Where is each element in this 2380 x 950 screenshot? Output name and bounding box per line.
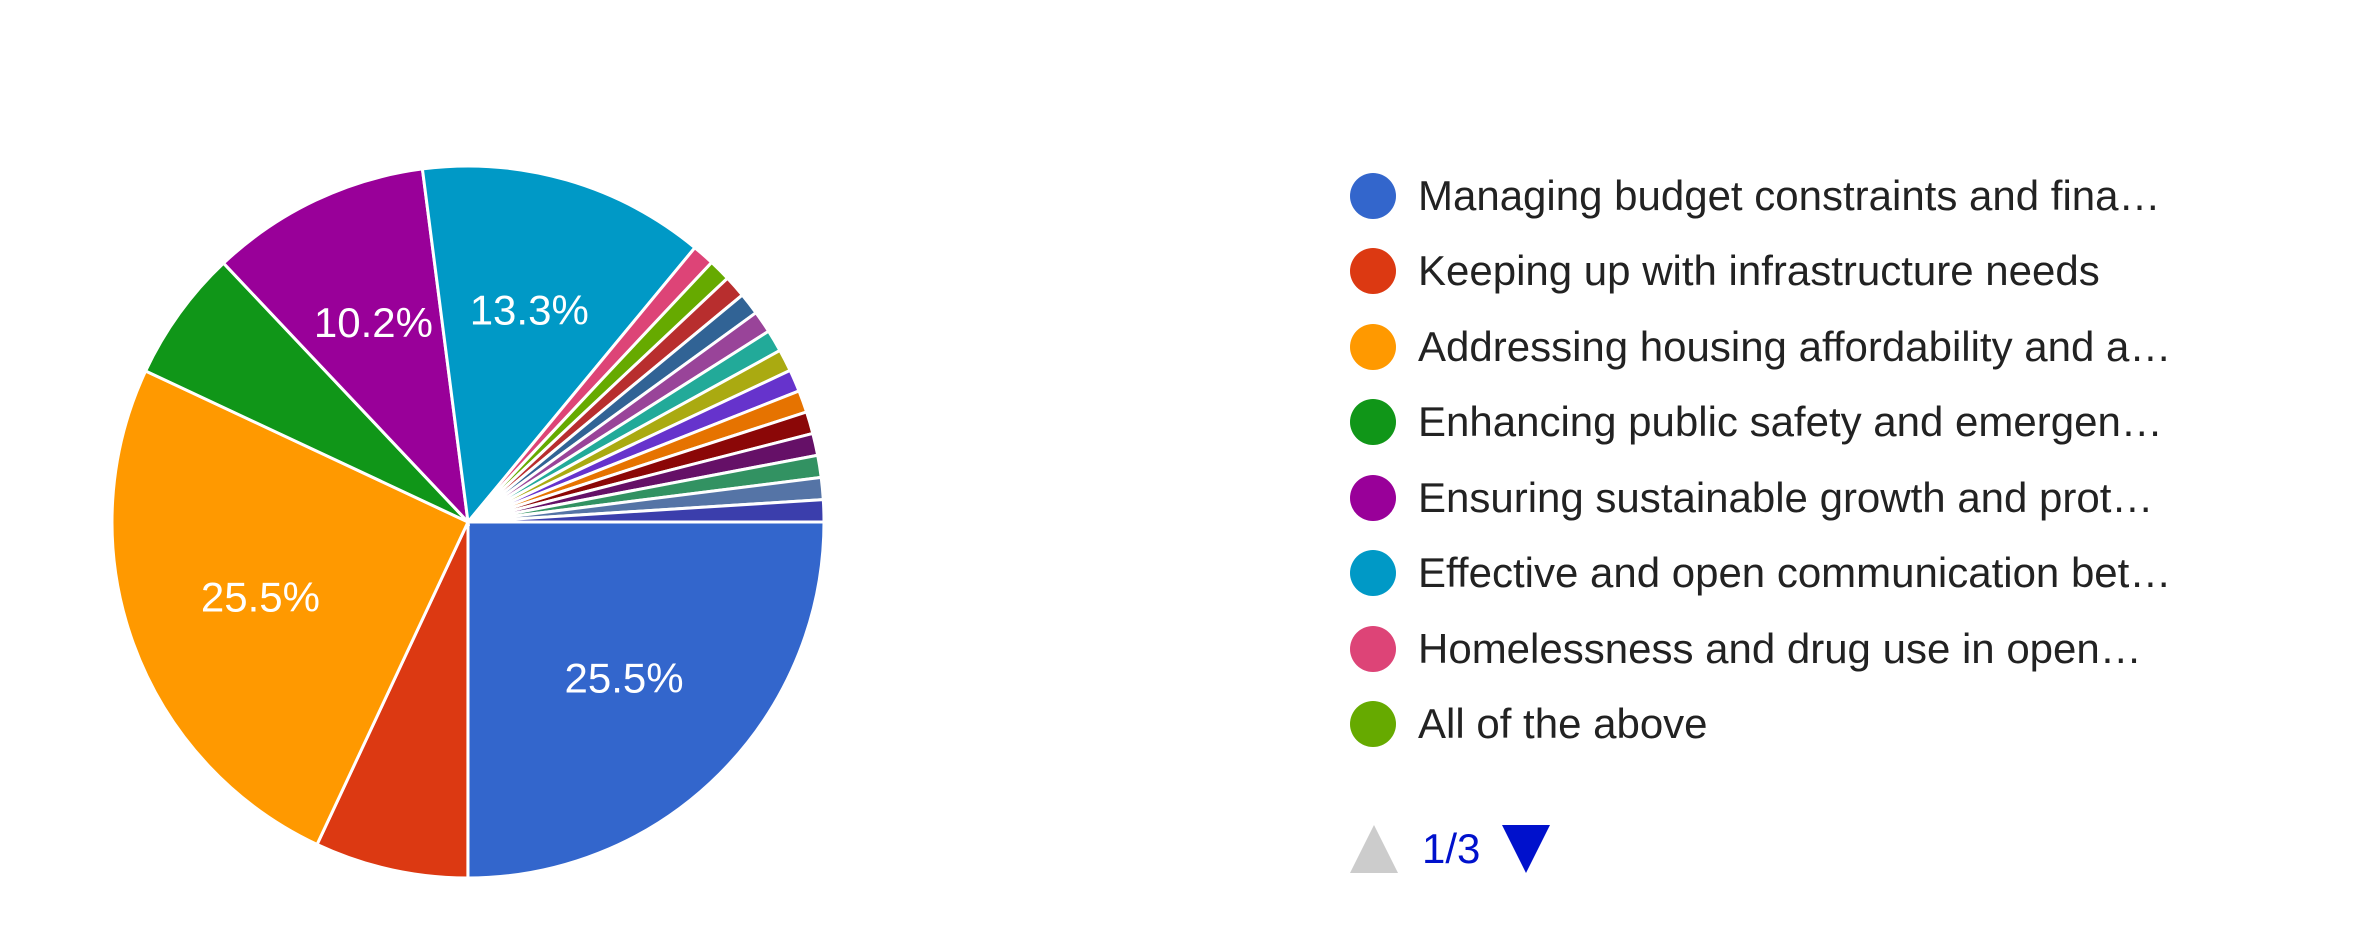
legend-swatch-icon bbox=[1350, 248, 1396, 295]
slice-data-label: 25.5% bbox=[565, 655, 684, 702]
pie-slices bbox=[110, 164, 826, 880]
legend-entry[interactable]: Enhancing public safety and emergen… bbox=[1350, 385, 2350, 461]
legend-label: All of the above bbox=[1418, 700, 1708, 748]
pie-slice[interactable] bbox=[143, 261, 470, 524]
legend-pager: 1/3 bbox=[1350, 825, 1551, 873]
legend-label: Managing budget constraints and fina… bbox=[1418, 171, 2161, 219]
legend-entry[interactable]: Effective and open communication bet… bbox=[1350, 536, 2350, 612]
legend-swatch-icon bbox=[1350, 550, 1396, 597]
pie-slice[interactable] bbox=[315, 521, 470, 880]
slice-data-label: 25.5% bbox=[201, 574, 320, 621]
legend-swatch-icon bbox=[1350, 474, 1396, 521]
legend-entry[interactable]: Homelessness and drug use in open… bbox=[1350, 611, 2350, 687]
triangle-down-icon[interactable] bbox=[1502, 825, 1551, 873]
legend-swatch-icon bbox=[1350, 323, 1396, 370]
pager-text: 1/3 bbox=[1422, 825, 1481, 872]
pie-slice[interactable] bbox=[466, 520, 826, 880]
slice-data-label: 10.2% bbox=[314, 299, 433, 346]
slice-data-label: 13.3% bbox=[470, 286, 589, 333]
legend-swatch-icon bbox=[1350, 399, 1396, 446]
legend-label: Ensuring sustainable growth and prot… bbox=[1418, 473, 2154, 521]
legend-entry[interactable]: Addressing housing affordability and a… bbox=[1350, 309, 2350, 385]
legend-swatch-icon bbox=[1350, 701, 1396, 748]
pie-slice[interactable] bbox=[221, 167, 471, 527]
legend-swatch-icon bbox=[1350, 625, 1396, 672]
legend-label: Homelessness and drug use in open… bbox=[1418, 624, 2142, 672]
pie-labels: 25.5% 25.5% 10.2% 13.3% bbox=[201, 286, 684, 701]
legend: Managing budget constraints and fina… Kee… bbox=[1350, 158, 2350, 762]
legend-label: Addressing housing affordability and a… bbox=[1418, 322, 2172, 370]
legend-entry[interactable]: Ensuring sustainable growth and prot… bbox=[1350, 460, 2350, 536]
pie-slice[interactable] bbox=[467, 498, 826, 524]
pie-slice[interactable] bbox=[420, 164, 697, 526]
legend-entry[interactable]: Keeping up with infrastructure needs bbox=[1350, 234, 2350, 310]
legend-entry[interactable]: All of the above bbox=[1350, 687, 2350, 763]
legend-swatch-icon bbox=[1350, 172, 1396, 219]
legend-label: Keeping up with infrastructure needs bbox=[1418, 247, 2100, 295]
triangle-up-icon[interactable] bbox=[1350, 825, 1398, 873]
legend-label: Enhancing public safety and emergen… bbox=[1418, 398, 2163, 446]
pie-slice[interactable] bbox=[110, 368, 470, 847]
legend-entry[interactable]: Managing budget constraints and fina… bbox=[1350, 158, 2350, 234]
legend-label: Effective and open communication bet… bbox=[1418, 549, 2172, 597]
pie-svg: 25.5% 25.5% 10.2% 13.3% bbox=[110, 164, 826, 880]
